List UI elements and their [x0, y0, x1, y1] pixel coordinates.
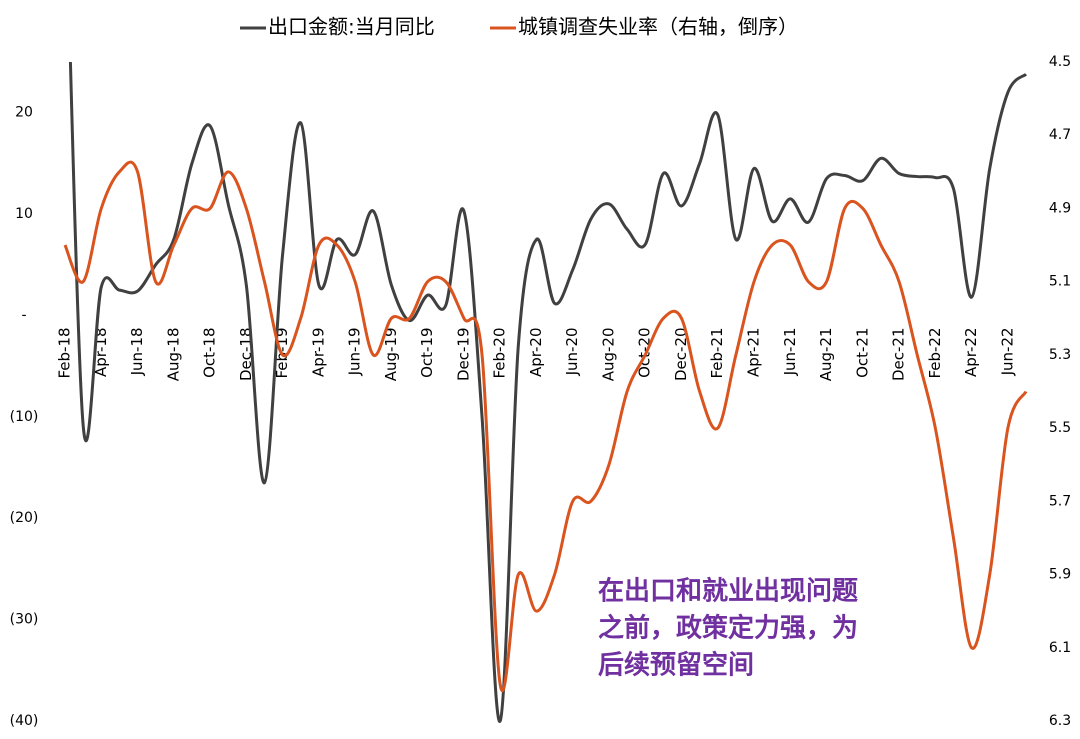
y-tick-label: (40): [10, 713, 39, 729]
x-tick-label: Aug-21: [817, 327, 835, 381]
annotation: 后续预留空间: [598, 650, 754, 681]
y-tick-label: (20): [10, 510, 39, 526]
x-tick-label: Feb-18: [56, 327, 74, 378]
y2-tick-label: 6.3: [1049, 713, 1071, 729]
y2-tick-label: 6.1: [1049, 640, 1071, 656]
annotation: 之前，政策定力强，为: [598, 613, 858, 644]
x-tick-label: Jun-19: [346, 327, 364, 376]
y-tick-label: -: [21, 307, 26, 323]
y-tick-label: 20: [15, 105, 33, 121]
x-tick-label: Aug-19: [382, 327, 400, 381]
x-tick-label: Apr-19: [309, 327, 327, 377]
x-tick-label: Oct-18: [201, 327, 219, 377]
y-tick-label: 10: [15, 206, 33, 222]
annotation: 在出口和就业出现问题: [598, 577, 858, 607]
x-tick-label: Jun-21: [781, 327, 799, 376]
y2-tick-label: 5.9: [1049, 567, 1071, 583]
y2-tick-label: 4.5: [1049, 54, 1071, 70]
x-tick-label: Oct-19: [418, 327, 436, 377]
series-line: [68, 62, 1028, 723]
x-tick-label: Oct-21: [853, 327, 871, 377]
y2-tick-label: 5.7: [1049, 493, 1071, 509]
y-tick-label: (30): [10, 612, 39, 628]
legend-label: 城镇调查失业率（右轴，倒序）: [518, 15, 798, 39]
series-line: [63, 160, 1028, 692]
x-tick-label: Feb-20: [491, 327, 509, 378]
x-tick-label: Aug-18: [164, 327, 182, 381]
y2-tick-label: 4.7: [1049, 127, 1071, 143]
x-tick-label: Aug-20: [599, 327, 617, 381]
x-tick-label: Dec-19: [454, 327, 472, 381]
legend-label: 出口金额:当月同比: [268, 15, 435, 39]
y-tick-label: (10): [10, 409, 39, 425]
x-tick-label: Dec-20: [672, 327, 690, 381]
x-tick-label: Dec-21: [890, 327, 908, 381]
x-tick-label: Apr-20: [527, 327, 545, 377]
x-tick-label: Apr-22: [962, 327, 980, 377]
y2-tick-label: 5.3: [1049, 347, 1071, 363]
x-tick-label: Jun-20: [563, 327, 581, 376]
x-tick-label: Jun-22: [998, 327, 1016, 376]
x-tick-label: Apr-21: [745, 327, 763, 377]
x-tick-label: Feb-22: [926, 327, 944, 378]
y2-tick-label: 5.5: [1049, 420, 1071, 436]
y2-tick-label: 5.1: [1049, 274, 1071, 290]
x-tick-label: Jun-18: [128, 327, 146, 376]
x-tick-label: Feb-21: [708, 327, 726, 378]
plot-area: [63, 62, 1028, 723]
y2-tick-label: 4.9: [1049, 200, 1071, 216]
